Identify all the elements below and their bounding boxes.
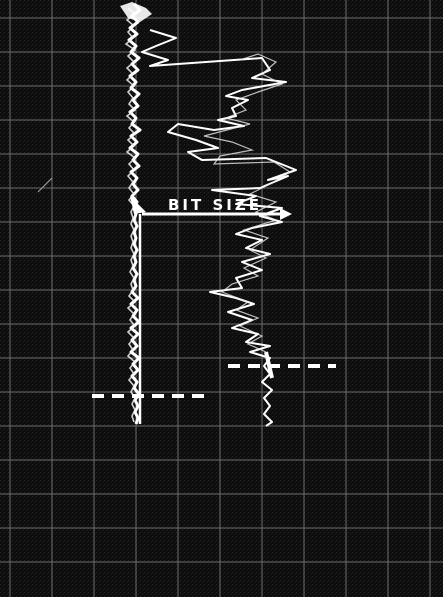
left-trace-overlay xyxy=(124,7,137,423)
bit-size-label: BIT SIZE xyxy=(168,196,262,214)
bit-size-arrow xyxy=(130,196,292,220)
scratch-mark xyxy=(37,177,53,193)
left-trace-top-fuzz xyxy=(120,2,152,22)
right-baseline-tick xyxy=(264,351,274,379)
right-trace-overlay xyxy=(203,53,292,353)
